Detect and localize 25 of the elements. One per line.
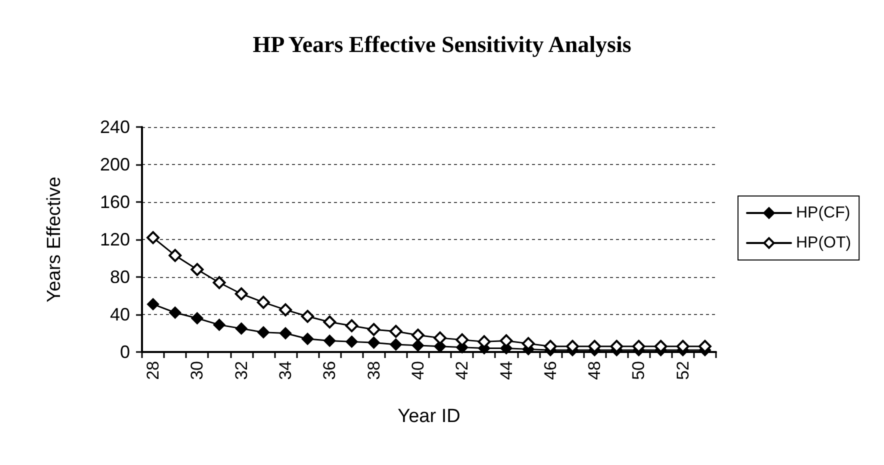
x-axis-title: Year ID (398, 406, 460, 427)
chart-title: HP Years Effective Sensitivity Analysis (252, 32, 632, 57)
y-tick-label: 240 (100, 117, 130, 137)
y-axis-title: Years Effective (44, 176, 65, 302)
x-tick-label: 44 (496, 361, 516, 380)
y-tick-label: 80 (110, 267, 130, 287)
x-tick-label: 32 (232, 361, 251, 380)
y-tick-label: 120 (100, 230, 130, 250)
x-tick-label: 52 (673, 361, 692, 380)
x-tick-label: 50 (629, 361, 648, 380)
x-tick-label: 38 (364, 361, 384, 380)
x-tick-label: 28 (144, 361, 163, 380)
x-tick-label: 42 (452, 361, 472, 380)
x-tick-label: 40 (408, 361, 428, 380)
x-tick-label: 48 (585, 361, 604, 380)
y-tick-label: 200 (100, 154, 130, 174)
y-tick-label: 160 (100, 192, 130, 212)
legend-label: HP(CF) (796, 204, 850, 222)
legend-label: HP(OT) (796, 234, 852, 252)
x-tick-label: 30 (188, 361, 207, 380)
x-tick-label: 34 (276, 361, 295, 380)
x-tick-label: 36 (320, 361, 340, 380)
x-tick-label: 46 (540, 361, 560, 380)
y-tick-label: 40 (110, 304, 130, 324)
y-tick-label: 0 (120, 342, 130, 362)
